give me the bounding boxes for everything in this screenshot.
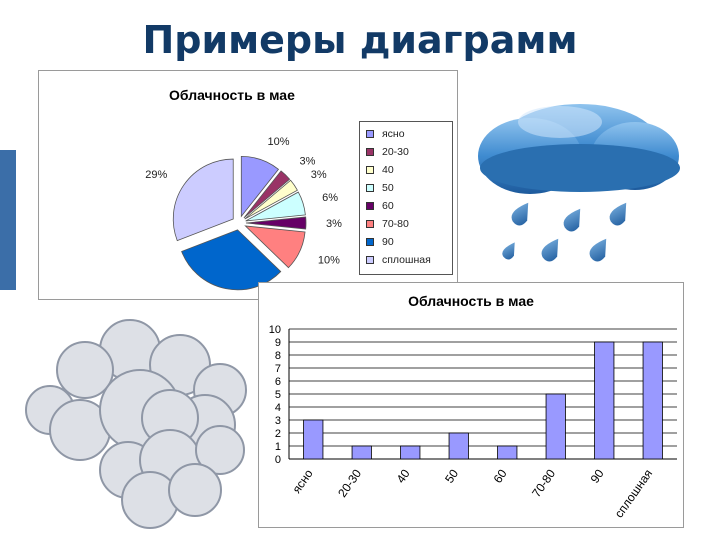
y-tick-label-6: 6 — [275, 376, 281, 388]
bar-chart-title: Облачность в мае — [408, 293, 534, 309]
pie-slice-7 — [172, 158, 234, 242]
y-tick-label-7: 7 — [275, 363, 281, 375]
y-tick-label-8: 8 — [275, 350, 281, 362]
y-tick-label-9: 9 — [275, 337, 281, 349]
legend-swatch-4 — [366, 202, 374, 211]
legend-swatch-1 — [366, 148, 374, 157]
y-tick-label-3: 3 — [275, 415, 281, 427]
legend-label-2: 40 — [382, 164, 394, 176]
legend-swatch-6 — [366, 238, 374, 247]
pie-slice-2 — [244, 179, 298, 220]
legend-label-7: сплошная — [382, 254, 431, 266]
legend-item-1: 20-30 — [366, 144, 409, 160]
left-accent-strip-top — [0, 0, 16, 150]
legend-item-7: сплошная — [366, 252, 431, 268]
x-tick-label-2: 40 — [394, 466, 413, 485]
rain-cloud-icon — [478, 104, 680, 262]
pie-data-label-3: 6% — [322, 192, 338, 204]
bar-0 — [303, 419, 324, 460]
bar-chart-panel: Облачность в мае 0 1 2 3 4 5 6 7 8 9 10 ясно 20-30 40… — [258, 282, 684, 528]
legend-swatch-3 — [366, 184, 374, 193]
legend-label-3: 50 — [382, 182, 394, 194]
pie-data-label-7: 29% — [145, 169, 167, 181]
y-tick-label-5: 5 — [275, 389, 281, 401]
rain-cloud-body — [478, 104, 680, 194]
pie-slice-6 — [181, 229, 282, 291]
x-tick-label-1: 20-30 — [335, 466, 364, 499]
bar-4 — [497, 445, 518, 460]
grey-clouds-icon — [25, 319, 247, 529]
x-tick-label-4: 60 — [491, 466, 510, 485]
pie-data-label-4: 3% — [326, 218, 342, 230]
legend-swatch-7 — [366, 256, 374, 265]
legend-swatch-5 — [366, 220, 374, 229]
bar-1 — [351, 445, 372, 460]
legend-item-4: 60 — [366, 198, 394, 214]
bar-3 — [448, 432, 469, 460]
x-tick-label-6: 90 — [588, 466, 607, 485]
x-tick-label-5: 70-80 — [529, 466, 558, 499]
pie-slice-3 — [245, 191, 306, 222]
legend-swatch-0 — [366, 130, 374, 139]
legend-item-6: 90 — [366, 234, 394, 250]
y-tick-label-0: 0 — [275, 454, 281, 466]
y-tick-label-1: 1 — [275, 441, 281, 453]
legend-label-6: 90 — [382, 236, 394, 248]
pie-chart-legend: ясно 20-30 40 50 60 70-80 90 сплошная — [359, 121, 453, 275]
pie-data-label-2: 3% — [311, 169, 327, 181]
pie-chart: 10%3%3%6%3%10%30%29% — [145, 136, 342, 291]
y-tick-label-4: 4 — [275, 402, 281, 414]
legend-label-5: 70-80 — [382, 218, 409, 230]
pie-slice-1 — [243, 170, 291, 219]
bar-7 — [642, 341, 663, 460]
pie-chart-title: Облачность в мае — [169, 87, 295, 103]
legend-label-0: ясно — [382, 128, 405, 140]
legend-item-0: ясно — [366, 126, 405, 142]
pie-slice-4 — [245, 216, 307, 230]
raindrops — [502, 202, 627, 262]
pie-data-label-0: 10% — [268, 136, 290, 148]
legend-label-4: 60 — [382, 200, 394, 212]
x-tick-label-0: ясно — [289, 466, 315, 495]
pie-slice-0 — [240, 155, 280, 218]
y-tick-label-10: 10 — [269, 324, 281, 336]
legend-item-5: 70-80 — [366, 216, 409, 232]
x-tick-label-3: 50 — [442, 466, 461, 485]
legend-item-3: 50 — [366, 180, 394, 196]
bar-6 — [594, 341, 615, 460]
legend-swatch-2 — [366, 166, 374, 175]
pie-chart-panel: Облачность в мае 10%3%3%6%3%10%30%29% яс… — [38, 70, 458, 300]
left-accent-strip — [0, 150, 16, 290]
bar-5 — [545, 393, 566, 460]
x-tick-label-7: сплошная — [612, 467, 655, 521]
bar-2 — [400, 445, 421, 460]
pie-slice-5 — [244, 225, 306, 269]
pie-data-label-5: 10% — [318, 255, 340, 267]
y-tick-label-2: 2 — [275, 428, 281, 440]
page-title: Примеры диаграмм — [142, 18, 578, 62]
legend-item-2: 40 — [366, 162, 394, 178]
pie-data-label-1: 3% — [299, 155, 315, 167]
legend-label-1: 20-30 — [382, 146, 409, 158]
